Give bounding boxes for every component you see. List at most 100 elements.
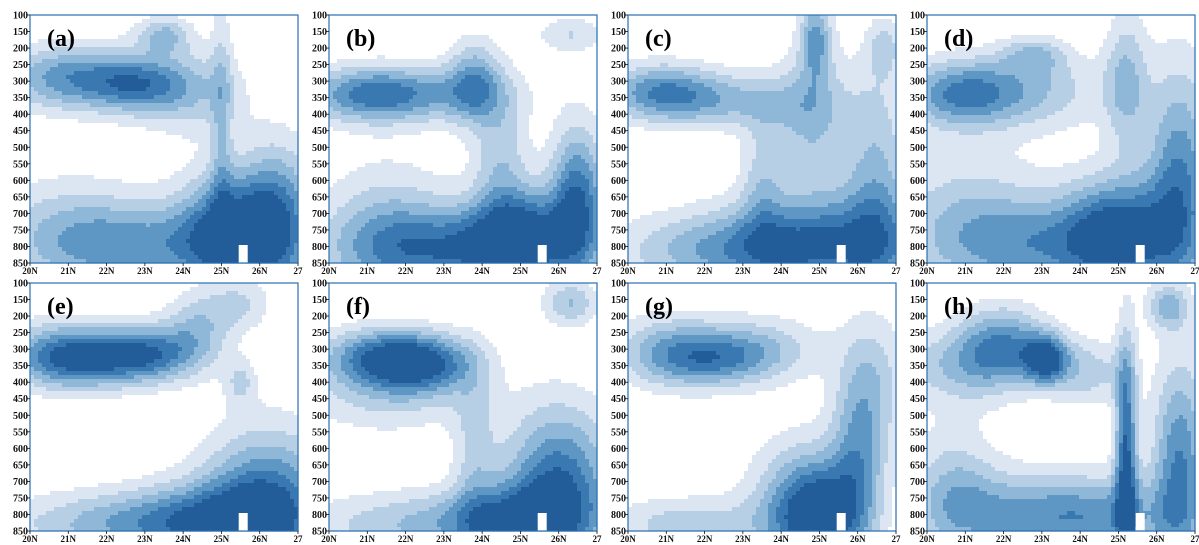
heat-cell <box>106 135 111 140</box>
heat-cell <box>182 99 187 104</box>
heat-cell <box>46 59 51 64</box>
heat-cell <box>82 235 87 240</box>
heat-cell <box>174 167 179 172</box>
heat-cell <box>194 223 199 228</box>
heat-cell <box>74 223 79 228</box>
heat-cell <box>230 31 235 36</box>
heat-cell <box>202 63 207 68</box>
heat-cell <box>182 231 187 236</box>
heat-cell <box>154 27 159 32</box>
heat-cell <box>569 43 574 48</box>
heat-cell <box>537 51 542 56</box>
heat-cell <box>226 47 231 52</box>
heat-cell <box>266 51 271 56</box>
heat-cell <box>162 175 167 180</box>
heat-cell <box>126 55 131 60</box>
heat-cell <box>82 167 87 172</box>
heat-cell <box>242 19 247 24</box>
heat-cell <box>98 79 103 84</box>
heat-cell <box>74 131 79 136</box>
heat-cell <box>589 35 594 40</box>
heat-cell <box>174 43 179 48</box>
heat-cell <box>278 247 283 252</box>
heat-cell <box>54 219 59 224</box>
heat-cell <box>258 83 263 88</box>
heat-cell <box>262 187 267 192</box>
heat-cell <box>230 67 235 72</box>
heat-cell <box>266 255 271 260</box>
heat-cell <box>182 215 187 220</box>
heat-cell <box>66 99 71 104</box>
heat-cell <box>222 155 227 160</box>
heat-cell <box>254 35 259 40</box>
heat-cell <box>94 239 99 244</box>
heat-cell <box>126 59 131 64</box>
heat-cell <box>222 191 227 196</box>
heat-cell <box>222 35 227 40</box>
heat-cell <box>266 147 271 152</box>
heat-cell <box>154 91 159 96</box>
heat-cell <box>38 203 43 208</box>
heat-cell <box>218 91 223 96</box>
heat-cell <box>154 43 159 48</box>
heat-cell <box>158 227 163 232</box>
heat-cell <box>98 103 103 108</box>
heat-cell <box>130 163 135 168</box>
heat-cell <box>254 187 259 192</box>
heat-cell <box>206 71 211 76</box>
heat-cell <box>86 47 91 52</box>
heat-cell <box>417 31 422 36</box>
heat-cell <box>290 151 295 156</box>
heat-cell <box>481 35 486 40</box>
heat-cell <box>266 151 271 156</box>
heat-cell <box>270 79 275 84</box>
heat-cell <box>290 195 295 200</box>
heat-cell <box>78 147 83 152</box>
heat-cell <box>282 211 287 216</box>
heat-cell <box>286 179 291 184</box>
heat-cell <box>126 235 131 240</box>
heat-cell <box>182 179 187 184</box>
heat-cell <box>254 195 259 200</box>
heat-cell <box>489 31 494 36</box>
heat-cell <box>186 247 191 252</box>
heat-cell <box>186 107 191 112</box>
heat-cell <box>385 31 390 36</box>
heat-cell <box>230 43 235 48</box>
heat-cell <box>497 23 502 28</box>
heat-cell <box>178 47 183 52</box>
heat-cell <box>122 199 127 204</box>
heat-cell <box>254 119 259 124</box>
heat-cell <box>150 23 155 28</box>
heat-cell <box>577 39 582 44</box>
heat-cell <box>190 51 195 56</box>
heat-cell <box>274 75 279 80</box>
heat-cell <box>154 103 159 108</box>
heat-cell <box>270 99 275 104</box>
heat-cell <box>158 123 163 128</box>
heat-cell <box>82 155 87 160</box>
heat-cell <box>234 63 239 68</box>
heat-cell <box>134 27 139 32</box>
heat-cell <box>198 251 203 256</box>
heat-cell <box>218 251 223 256</box>
heat-cell <box>38 139 43 144</box>
heat-cell <box>178 231 183 236</box>
heat-cell <box>282 235 287 240</box>
heat-cell <box>266 215 271 220</box>
heat-cell <box>118 195 123 200</box>
heat-cell <box>202 79 207 84</box>
heat-cell <box>70 179 75 184</box>
heat-cell <box>194 75 199 80</box>
heat-cell <box>82 139 87 144</box>
heat-cell <box>373 15 378 20</box>
heat-cell <box>138 135 143 140</box>
heat-cell <box>365 55 370 60</box>
heat-cell <box>118 15 123 20</box>
heat-cell <box>569 15 574 20</box>
heat-cell <box>122 235 127 240</box>
heat-cell <box>262 227 267 232</box>
heat-cell <box>537 47 542 52</box>
heat-cell <box>242 231 247 236</box>
heat-cell <box>130 15 135 20</box>
